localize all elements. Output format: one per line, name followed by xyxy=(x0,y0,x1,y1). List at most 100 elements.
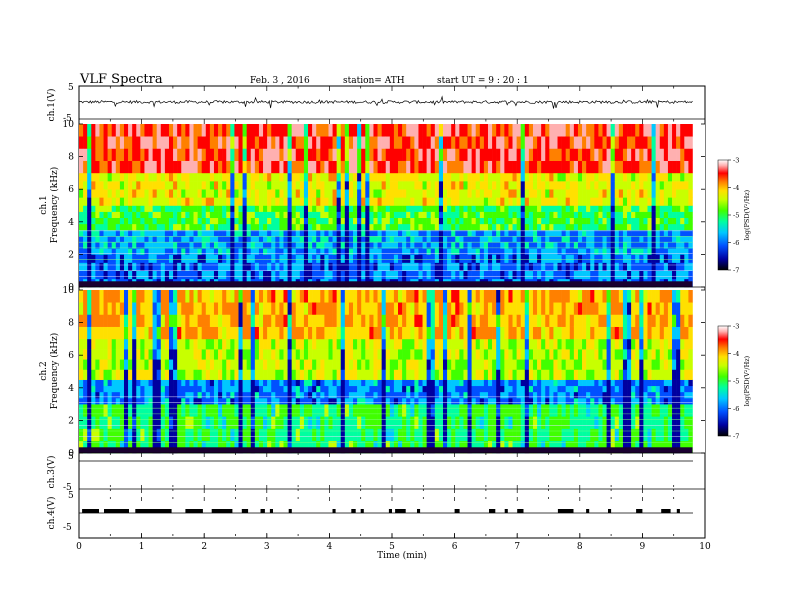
spectrogram-cell xyxy=(344,391,350,399)
spectrogram-cell xyxy=(430,314,436,327)
spectrogram-cell xyxy=(181,254,186,263)
spectrogram-cell xyxy=(287,391,292,399)
spectrogram-cell xyxy=(144,172,149,182)
spectrogram-cell xyxy=(99,160,104,174)
spectrogram-cell xyxy=(369,248,374,255)
spectrogram-cell xyxy=(144,326,149,340)
spectrogram-cell xyxy=(393,254,399,263)
spectrogram-cell xyxy=(275,223,280,231)
spectrogram-cell xyxy=(201,314,207,327)
spectrogram-cell xyxy=(438,314,444,327)
spectrogram-cell xyxy=(140,262,145,271)
spectrogram-cell xyxy=(381,248,387,255)
spectrogram-cell xyxy=(283,338,288,350)
spectrogram-cell xyxy=(504,181,509,190)
spectrogram-cell xyxy=(136,254,141,263)
spectrogram-cell xyxy=(87,248,92,255)
spectrogram-cell xyxy=(263,326,268,340)
spectrogram-cell xyxy=(263,223,268,231)
spectrogram-cell xyxy=(205,242,211,249)
spectrogram-cell xyxy=(238,136,243,149)
spectrogram-cell xyxy=(639,172,644,182)
spectrogram-cell xyxy=(152,369,158,380)
spectrogram-cell xyxy=(152,440,158,454)
spectrogram-cell xyxy=(512,248,517,255)
spectrogram-cell xyxy=(545,349,550,360)
spectrogram-cell xyxy=(283,189,288,198)
spectrogram-cell xyxy=(688,136,693,149)
spectrogram-cell xyxy=(516,254,522,263)
spectrogram-cell xyxy=(324,262,329,271)
spectrogram-cell xyxy=(639,181,644,190)
spectrogram-cell xyxy=(193,397,198,405)
spectrogram-cell xyxy=(357,124,362,137)
spectrogram-cell xyxy=(504,379,509,387)
spectrogram-cell xyxy=(475,391,481,399)
spectrogram-cell xyxy=(496,189,501,198)
spectrogram-cell xyxy=(561,236,566,243)
spectrogram-cell xyxy=(91,254,96,263)
spectrogram-cell xyxy=(594,124,599,137)
spectrogram-cell xyxy=(87,302,92,315)
spectrogram-cell xyxy=(443,379,448,387)
spectrogram-cell xyxy=(541,314,546,327)
spectrogram-cell xyxy=(119,338,125,350)
spectrogram-cell xyxy=(95,124,100,137)
spectrogram-cell xyxy=(385,262,391,271)
spectrogram-cell xyxy=(418,124,423,137)
spectrogram-cell xyxy=(177,404,182,417)
spectrogram-cell xyxy=(684,181,689,190)
spectrogram-cell xyxy=(516,236,522,243)
spectrogram-cell xyxy=(410,359,415,370)
spectrogram-cell xyxy=(152,223,158,231)
spectrogram-cell xyxy=(291,160,297,174)
spectrogram-cell xyxy=(234,136,239,149)
spectrogram-cell xyxy=(520,326,526,340)
spectrogram-cell xyxy=(258,242,264,249)
spectrogram-cell xyxy=(189,369,194,380)
spectrogram-cell xyxy=(590,242,595,249)
spectrogram-cell xyxy=(303,197,309,206)
spectrogram-cell xyxy=(238,254,243,263)
spectrogram-cell xyxy=(569,229,575,237)
spectrogram-cell xyxy=(561,197,566,206)
spectrogram-cell xyxy=(344,262,350,271)
spectrogram-cell xyxy=(471,397,477,405)
spectrogram-cell xyxy=(140,242,145,249)
spectrogram-cell xyxy=(299,290,305,303)
spectrogram-cell xyxy=(443,229,448,237)
spectrogram-cell xyxy=(340,248,346,255)
spectrogram-cell xyxy=(193,326,198,340)
spectrogram-cell xyxy=(148,189,153,198)
spectrogram-cell xyxy=(316,197,321,206)
spectrogram-cell xyxy=(263,359,268,370)
spectrogram-cell xyxy=(283,236,288,243)
spectrogram-cell xyxy=(406,217,411,225)
spectrogram-cell xyxy=(291,302,297,315)
spectrogram-cell xyxy=(389,440,395,454)
spectrogram-cell xyxy=(189,404,194,417)
spectrogram-cell xyxy=(520,349,526,360)
spectrogram-cell xyxy=(316,262,321,271)
spectrogram-cell xyxy=(95,172,100,182)
spectrogram-cell xyxy=(258,379,264,387)
spectrogram-cell xyxy=(369,385,374,393)
spectrogram-cell xyxy=(99,197,104,206)
spectrogram-cell xyxy=(463,242,468,249)
spectrogram-cell xyxy=(193,314,198,327)
spectrogram-cell xyxy=(459,211,464,219)
spectrogram-cell xyxy=(275,254,280,263)
spectrogram-cell xyxy=(348,172,354,182)
spectrogram-cell xyxy=(242,428,247,442)
spectrogram-cell xyxy=(582,229,587,237)
spectrogram-cell xyxy=(422,136,427,149)
spectrogram-cell xyxy=(639,205,644,212)
spectrogram-cell xyxy=(594,262,599,271)
spectrogram-cell xyxy=(569,254,575,263)
spectrogram-cell xyxy=(455,254,460,263)
spectrogram-cell xyxy=(508,136,513,149)
spectrogram-cell xyxy=(267,404,272,417)
spectrogram-cell xyxy=(520,217,526,225)
spectrogram-cell xyxy=(524,136,530,149)
spectrogram-cell xyxy=(218,359,223,370)
